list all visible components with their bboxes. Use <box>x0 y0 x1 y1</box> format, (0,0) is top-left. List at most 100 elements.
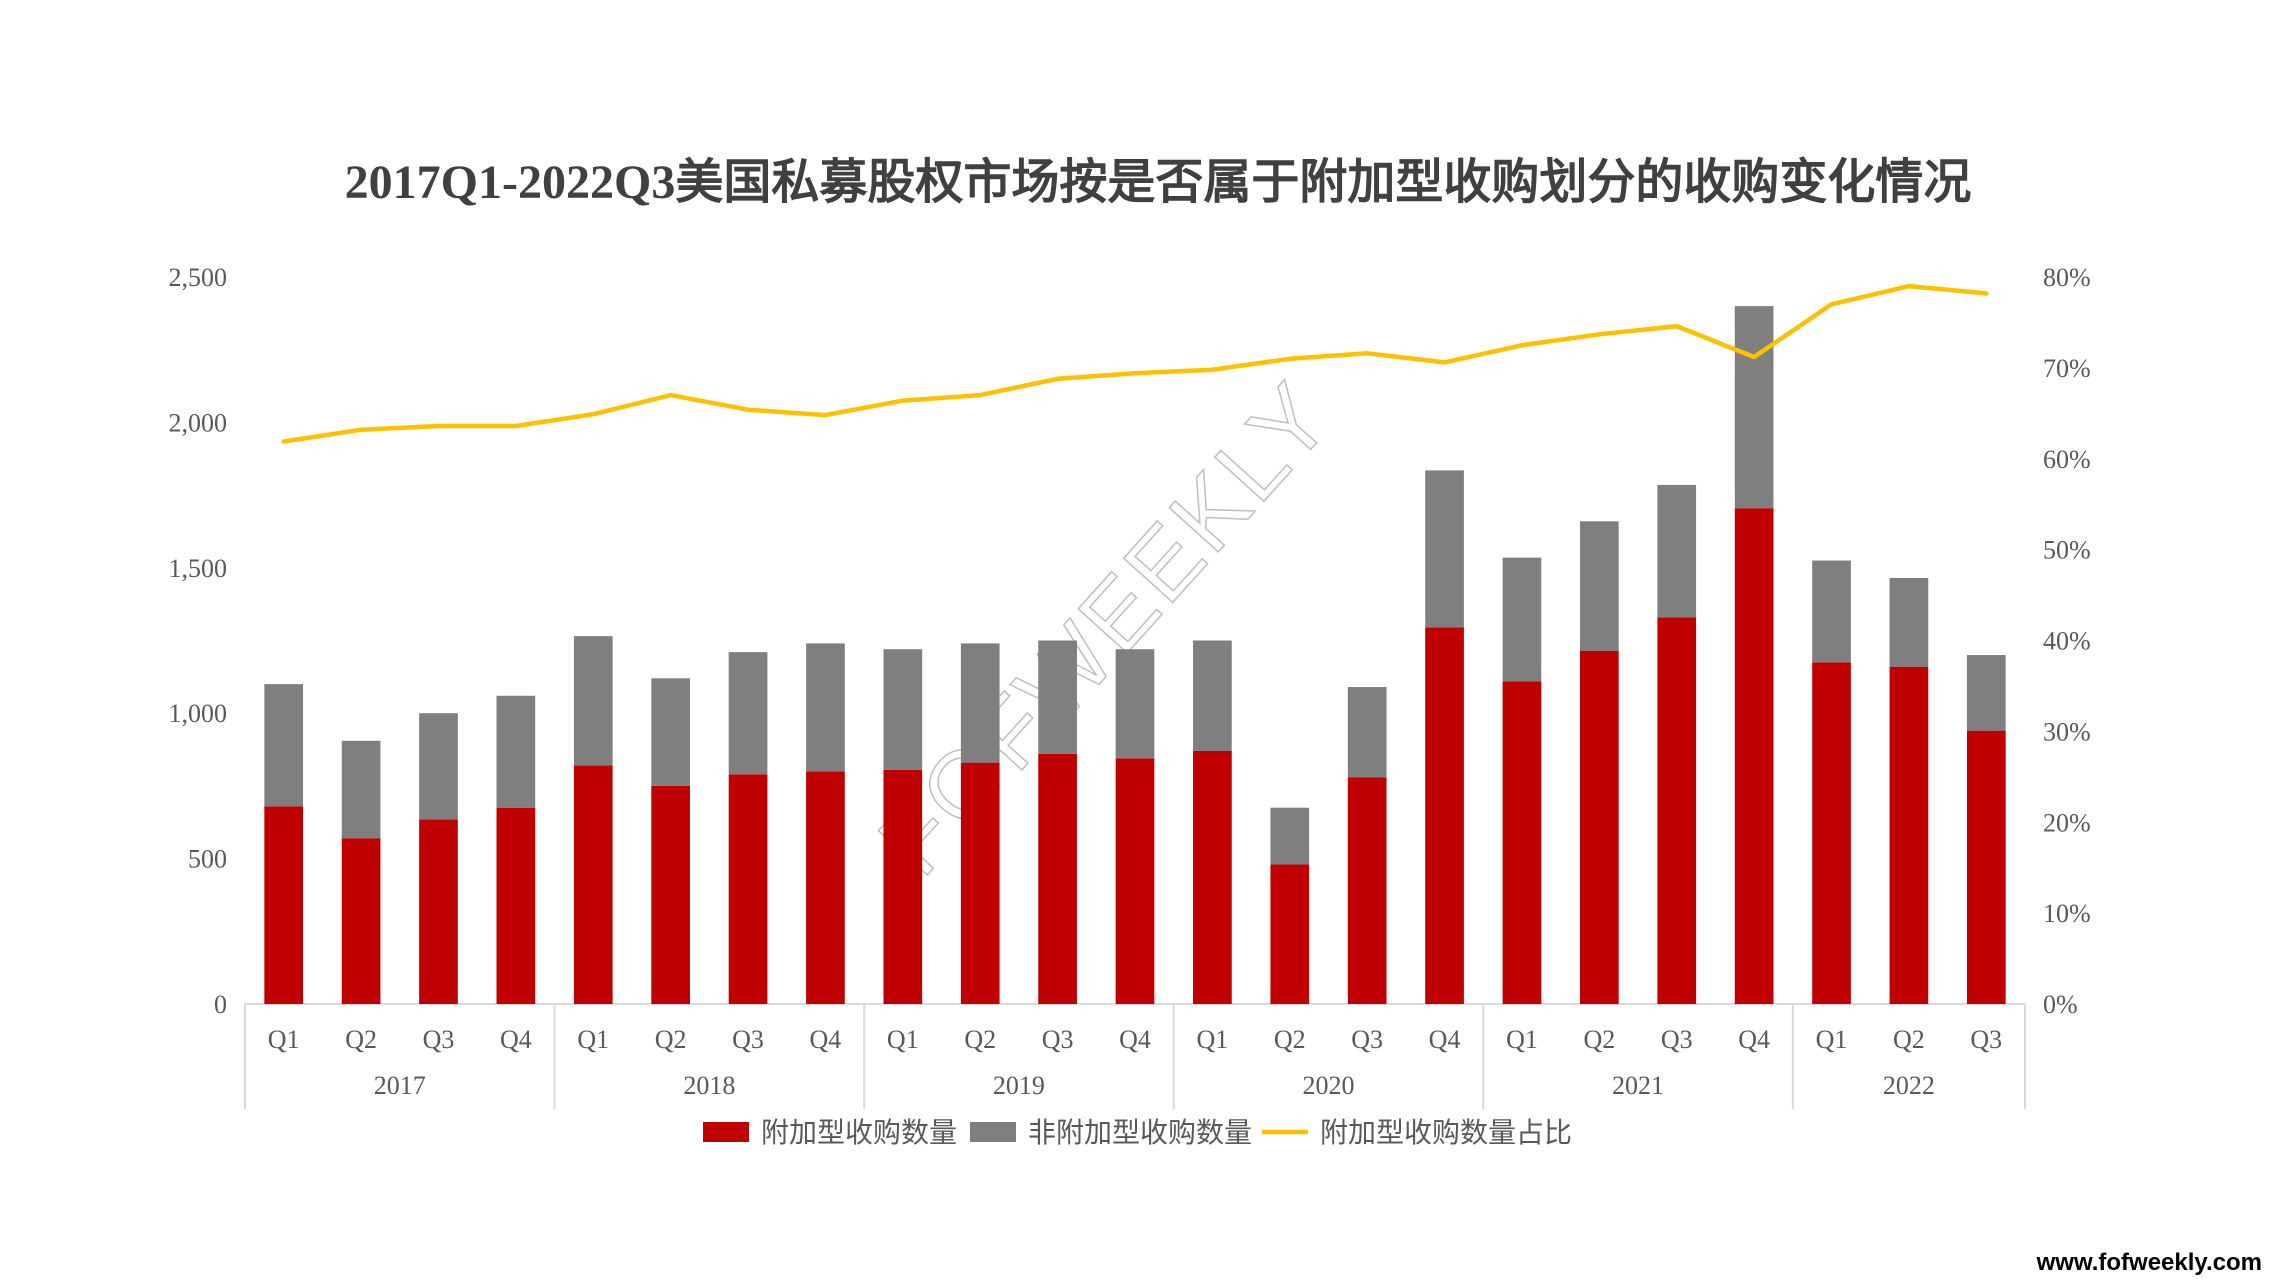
tick-labels: 0 500 1,000 1,500 2,000 2,500 0% 10% 20% 30% 40% 50… <box>169 263 2091 1100</box>
bar-non-addon <box>573 636 613 766</box>
share-line <box>281 283 1989 444</box>
bar-addon <box>651 785 690 1004</box>
bar-non-addon <box>960 643 1000 763</box>
bar-non-addon <box>1270 807 1310 865</box>
bar-non-addon <box>1502 557 1542 682</box>
y-right-tick-label: 30% <box>2043 717 2091 746</box>
axes <box>244 1003 2026 1109</box>
bar-addon <box>573 765 613 1004</box>
bar-addon <box>419 819 458 1004</box>
legend-swatch-addon <box>703 1122 749 1142</box>
x-tick-label: Q2 <box>964 1025 996 1054</box>
y-right-tick-label: 50% <box>2043 536 2091 565</box>
x-tick-label: Q2 <box>1893 1025 1925 1054</box>
x-tick-label: Q1 <box>577 1025 609 1054</box>
x-tick-label: Q2 <box>345 1025 377 1054</box>
bar-addon <box>1502 681 1542 1004</box>
bar-addon <box>1734 508 1774 1004</box>
x-group-label: 2019 <box>993 1071 1045 1100</box>
legend-label-addon: 附加型收购数量 <box>761 1117 957 1149</box>
x-group-label: 2020 <box>1302 1071 1354 1100</box>
site-url: www.fofweekly.com <box>2036 1249 2262 1276</box>
y-right-tick-label: 80% <box>2043 263 2091 292</box>
x-tick-label: Q4 <box>1119 1025 1151 1054</box>
legend-label-share: 附加型收购数量占比 <box>1320 1117 1572 1149</box>
y-right-tick-label: 10% <box>2043 899 2091 928</box>
x-tick-label: Q4 <box>1738 1025 1770 1054</box>
bar-non-addon <box>806 643 845 772</box>
bar-addon <box>883 769 923 1004</box>
bar-non-addon <box>1889 577 1929 667</box>
x-tick-label: Q1 <box>1816 1025 1848 1054</box>
bar-addon <box>1347 777 1387 1004</box>
bar-non-addon <box>1038 640 1077 754</box>
bar-non-addon <box>1966 655 2006 731</box>
x-tick-label: Q2 <box>1583 1025 1615 1054</box>
x-tick-label: Q3 <box>1661 1025 1693 1054</box>
bar-non-addon <box>419 713 458 820</box>
x-group-label: 2018 <box>683 1071 735 1100</box>
x-tick-label: Q4 <box>1429 1025 1461 1054</box>
bar-addon <box>806 771 845 1004</box>
bar-addon <box>264 806 304 1004</box>
x-tick-label: Q3 <box>1042 1025 1074 1054</box>
bar-non-addon <box>1347 687 1387 778</box>
bar-addon <box>1657 617 1697 1004</box>
y-left-tick-label: 1,500 <box>169 554 228 583</box>
y-right-tick-label: 70% <box>2043 354 2091 383</box>
y-left-tick-label: 1,000 <box>169 699 228 728</box>
bar-addon <box>1889 666 1929 1004</box>
x-tick-label: Q3 <box>1970 1025 2002 1054</box>
x-tick-label: Q3 <box>1351 1025 1383 1054</box>
x-tick-label: Q4 <box>500 1025 532 1054</box>
bar-non-addon <box>1580 521 1619 651</box>
bar-non-addon <box>264 684 304 807</box>
bar-non-addon <box>1115 649 1155 759</box>
bar-non-addon <box>728 652 768 775</box>
y-left-tick-label: 0 <box>214 990 227 1019</box>
bar-non-addon <box>883 649 923 770</box>
x-tick-label: Q3 <box>732 1025 764 1054</box>
bar-addon <box>1038 753 1077 1004</box>
y-left-tick-label: 2,000 <box>169 408 228 437</box>
y-right-tick-label: 60% <box>2043 445 2091 474</box>
x-tick-label: Q3 <box>423 1025 455 1054</box>
bar-non-addon <box>1425 470 1464 628</box>
bar-addon <box>496 807 536 1004</box>
y-right-tick-label: 20% <box>2043 808 2091 837</box>
bar-non-addon <box>1657 484 1697 618</box>
x-tick-label: Q4 <box>810 1025 842 1054</box>
bar-non-addon <box>651 678 690 786</box>
y-right-tick-label: 0% <box>2043 990 2078 1019</box>
legend: 附加型收购数量 非附加型收购数量 附加型收购数量占比 <box>703 1117 1572 1149</box>
bar-addon <box>1115 758 1155 1004</box>
x-tick-label: Q2 <box>655 1025 687 1054</box>
y-left-tick-label: 2,500 <box>169 263 228 292</box>
bar-addon <box>1270 864 1310 1004</box>
x-tick-label: Q1 <box>268 1025 300 1054</box>
bar-non-addon <box>1812 560 1851 663</box>
bar-non-addon <box>341 740 381 839</box>
share-line-path <box>281 283 1989 444</box>
x-group-label: 2021 <box>1612 1071 1664 1100</box>
bar-non-addon <box>1734 306 1774 509</box>
x-tick-label: Q1 <box>1506 1025 1538 1054</box>
x-group-label: 2022 <box>1883 1071 1935 1100</box>
y-left-tick-label: 500 <box>188 845 227 874</box>
bar-addon <box>341 838 381 1004</box>
y-right-tick-label: 40% <box>2043 627 2091 656</box>
bars <box>264 306 2006 1004</box>
bar-addon <box>728 774 768 1004</box>
bar-addon <box>1193 751 1232 1004</box>
x-tick-label: Q2 <box>1274 1025 1306 1054</box>
bar-addon <box>960 762 1000 1004</box>
bar-non-addon <box>496 695 536 808</box>
chart-title: 2017Q1-2022Q3美国私募股权市场按是否属于附加型收购划分的收购变化情况 <box>345 156 1972 209</box>
x-group-label: 2017 <box>374 1071 426 1100</box>
x-tick-label: Q1 <box>1197 1025 1229 1054</box>
legend-label-non-addon: 非附加型收购数量 <box>1028 1117 1252 1149</box>
bar-addon <box>1580 650 1619 1004</box>
bar-non-addon <box>1193 640 1232 752</box>
x-tick-label: Q1 <box>887 1025 919 1054</box>
